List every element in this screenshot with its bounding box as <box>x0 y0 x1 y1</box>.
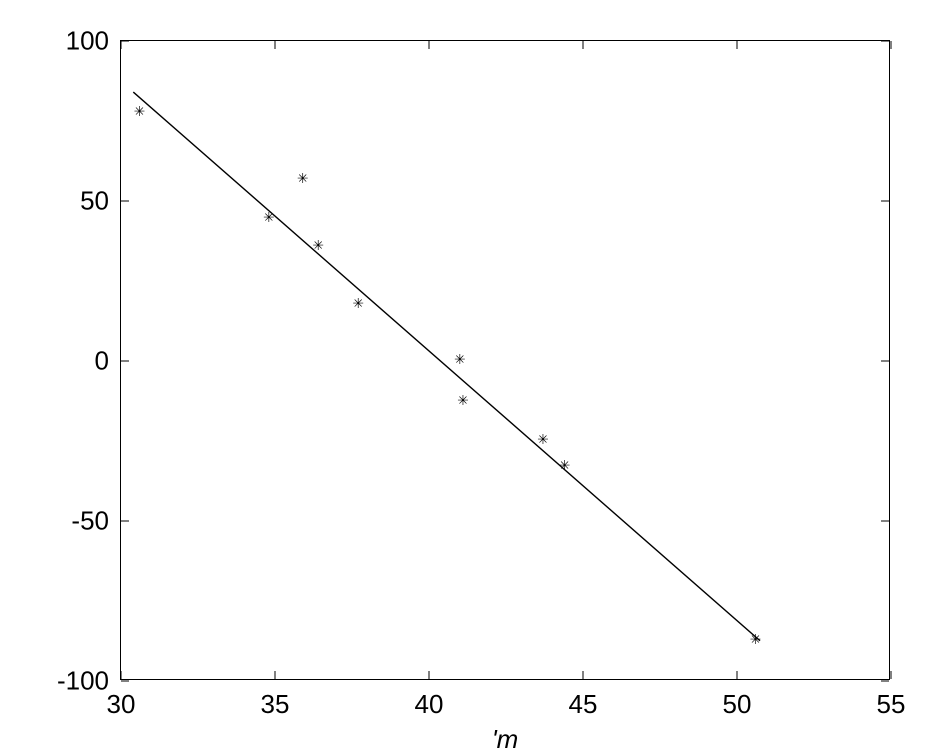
scatter-marker: ✳ <box>538 431 549 449</box>
x-tick-label: 30 <box>107 689 136 720</box>
x-tick-mark <box>583 671 584 679</box>
x-tick-label: 55 <box>877 689 906 720</box>
y-tick-label: 50 <box>80 186 109 217</box>
scatter-marker: ✳ <box>297 170 308 188</box>
x-tick-mark <box>275 671 276 679</box>
y-tick-mark <box>121 201 129 202</box>
x-tick-label: 45 <box>569 689 598 720</box>
chart-container: -100-50050100303540455055✳✳✳✳✳✳✳✳✳✳ 'm <box>120 40 890 680</box>
y-tick-label: -100 <box>57 666 109 697</box>
fit-line <box>133 92 760 641</box>
x-tick-mark <box>121 671 122 679</box>
y-tick-mark <box>121 41 129 42</box>
y-tick-label: 0 <box>95 346 109 377</box>
scatter-marker: ✳ <box>353 295 364 313</box>
scatter-marker: ✳ <box>134 103 145 121</box>
x-tick-label: 40 <box>415 689 444 720</box>
x-tick-mark <box>737 41 738 49</box>
x-tick-mark <box>121 41 122 49</box>
y-tick-mark <box>881 681 889 682</box>
scatter-marker: ✳ <box>313 237 324 255</box>
x-tick-mark <box>583 41 584 49</box>
scatter-marker: ✳ <box>263 209 274 227</box>
scatter-marker: ✳ <box>750 631 761 649</box>
y-tick-mark <box>881 41 889 42</box>
y-tick-mark <box>121 681 129 682</box>
y-tick-mark <box>881 201 889 202</box>
x-tick-mark <box>275 41 276 49</box>
x-tick-mark <box>891 671 892 679</box>
scatter-marker: ✳ <box>457 392 468 410</box>
scatter-marker: ✳ <box>454 351 465 369</box>
y-tick-mark <box>881 361 889 362</box>
x-tick-label: 50 <box>723 689 752 720</box>
y-tick-mark <box>121 361 129 362</box>
x-axis-label: 'm <box>492 724 519 755</box>
y-tick-label: -50 <box>71 506 109 537</box>
x-tick-mark <box>429 671 430 679</box>
x-tick-mark <box>429 41 430 49</box>
y-tick-label: 100 <box>66 26 109 57</box>
x-tick-mark <box>891 41 892 49</box>
x-tick-mark <box>737 671 738 679</box>
x-tick-label: 35 <box>261 689 290 720</box>
scatter-marker: ✳ <box>559 457 570 475</box>
fit-line-svg <box>121 41 889 679</box>
y-tick-mark <box>881 521 889 522</box>
plot-area: -100-50050100303540455055✳✳✳✳✳✳✳✳✳✳ <box>120 40 890 680</box>
y-tick-mark <box>121 521 129 522</box>
